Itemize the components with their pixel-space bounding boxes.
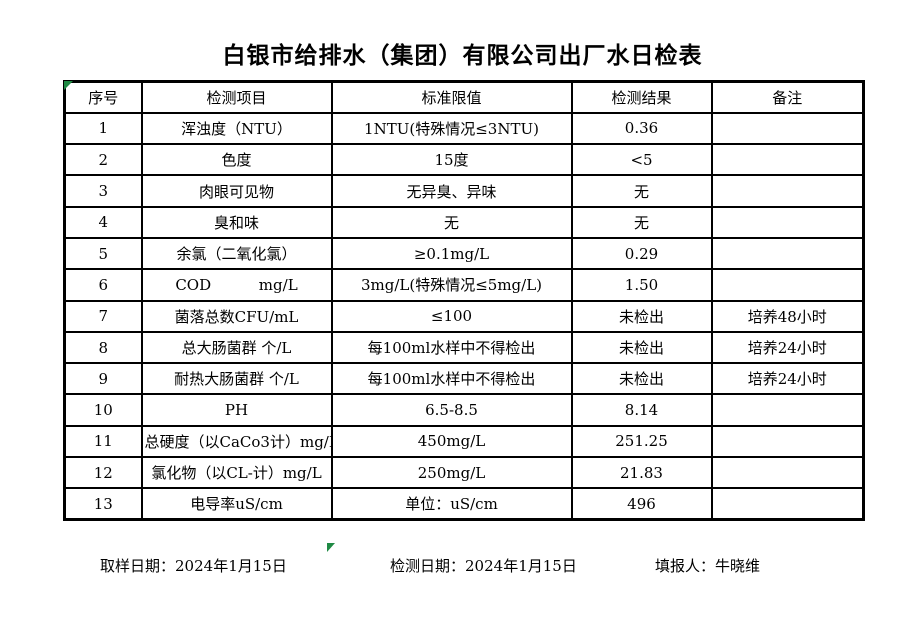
- cell-remarks: [710, 111, 865, 146]
- cell-test-item: 总大肠菌群 个/L: [140, 330, 333, 365]
- cell-test-result: 251.25: [570, 424, 713, 459]
- cell-standard-limit: 1NTU(特殊情况≤3NTU): [330, 111, 573, 146]
- cell-test-result: 0.36: [570, 111, 713, 146]
- footer: 取样日期：2024年1月15日 检测日期：2024年1月15日 填报人：牛晓维: [0, 555, 923, 579]
- cell-test-item: COD mg/L: [140, 268, 333, 302]
- cell-standard-limit: 250mg/L: [330, 456, 573, 490]
- cell-remarks: [710, 174, 865, 208]
- cell-standard-limit: 每100ml水样中不得检出: [330, 362, 573, 396]
- cell-remarks: [710, 143, 865, 177]
- cell-test-item: 浑浊度（NTU）: [140, 111, 333, 146]
- table-row: 1 浑浊度（NTU） 1NTU(特殊情况≤3NTU) 0.36: [63, 111, 865, 146]
- sample-date: 取样日期：2024年1月15日: [100, 555, 287, 576]
- cell-test-item: 臭和味: [140, 205, 333, 239]
- reporter-value: 牛晓维: [715, 557, 761, 575]
- cell-remarks: 培养24小时: [710, 330, 865, 365]
- cell-serial-no: 7: [63, 299, 143, 333]
- cell-remarks: [710, 424, 865, 459]
- cell-test-result: 无: [570, 205, 713, 239]
- table-row: 6 COD mg/L 3mg/L(特殊情况≤5mg/L) 1.50: [63, 268, 865, 302]
- cell-test-result: 未检出: [570, 299, 713, 333]
- test-date-value: 2024年1月15日: [465, 557, 577, 575]
- cell-standard-limit: 15度: [330, 143, 573, 177]
- cell-remarks: [710, 487, 865, 521]
- cell-standard-limit: ≤100: [330, 299, 573, 333]
- cell-test-item: 电导率uS/cm: [140, 487, 333, 521]
- cell-test-result: 8.14: [570, 393, 713, 427]
- cell-serial-no: 3: [63, 174, 143, 208]
- table-row: 2 色度 15度 <5: [63, 143, 865, 177]
- table-row: 13 电导率uS/cm 单位：uS/cm 496: [63, 487, 865, 521]
- cell-test-item: 耐热大肠菌群 个/L: [140, 362, 333, 396]
- cell-serial-no: 12: [63, 456, 143, 490]
- cell-standard-limit: 每100ml水样中不得检出: [330, 330, 573, 365]
- reporter: 填报人：牛晓维: [655, 555, 760, 576]
- cell-test-result: 21.83: [570, 456, 713, 490]
- table-row: 7 菌落总数CFU/mL ≤100 未检出 培养48小时: [63, 299, 865, 333]
- cell-test-item: 余氯（二氧化氯）: [140, 236, 333, 271]
- excel-error-triangle-icon: [64, 81, 73, 90]
- cell-test-result: 0.29: [570, 236, 713, 271]
- cell-serial-no: 6: [63, 268, 143, 302]
- cell-standard-limit: 单位：uS/cm: [330, 487, 573, 521]
- table-row: 11 总硬度（以CaCo3计）mg/L 450mg/L 251.25: [63, 424, 865, 459]
- sample-date-label: 取样日期：: [100, 557, 176, 575]
- test-date: 检测日期：2024年1月15日: [390, 555, 577, 576]
- sample-date-value: 2024年1月15日: [175, 557, 287, 575]
- cell-serial-no: 8: [63, 330, 143, 365]
- table-row: 9 耐热大肠菌群 个/L 每100ml水样中不得检出 未检出 培养24小时: [63, 362, 865, 396]
- cell-serial-no: 5: [63, 236, 143, 271]
- cell-serial-no: 1: [63, 111, 143, 146]
- table-row: 3 肉眼可见物 无异臭、异味 无: [63, 174, 865, 208]
- cell-remarks: [710, 456, 865, 490]
- cell-standard-limit: 450mg/L: [330, 424, 573, 459]
- cell-serial-no: 10: [63, 393, 143, 427]
- cell-test-item: 氯化物（以CL-计）mg/L: [140, 456, 333, 490]
- column-header-test-item: 检测项目: [140, 80, 333, 114]
- cell-standard-limit: 无: [330, 205, 573, 239]
- cell-remarks: [710, 393, 865, 427]
- cell-test-result: <5: [570, 143, 713, 177]
- reporter-label: 填报人：: [655, 557, 716, 575]
- column-header-serial-no: 序号: [63, 80, 143, 114]
- column-header-remarks: 备注: [710, 80, 865, 114]
- cell-remarks: [710, 236, 865, 271]
- cell-serial-no: 4: [63, 205, 143, 239]
- table-row: 12 氯化物（以CL-计）mg/L 250mg/L 21.83: [63, 456, 865, 490]
- test-date-label: 检测日期：: [390, 557, 466, 575]
- cell-remarks: [710, 268, 865, 302]
- table-row: 5 余氯（二氧化氯） ≥0.1mg/L 0.29: [63, 236, 865, 271]
- cell-serial-no: 2: [63, 143, 143, 177]
- cell-remarks: 培养24小时: [710, 362, 865, 396]
- cell-test-result: 1.50: [570, 268, 713, 302]
- cell-test-item: 肉眼可见物: [140, 174, 333, 208]
- cell-test-result: 496: [570, 487, 713, 521]
- cell-test-item: PH: [140, 393, 333, 427]
- cell-serial-no: 11: [63, 424, 143, 459]
- cell-serial-no: 9: [63, 362, 143, 396]
- cell-serial-no: 13: [63, 487, 143, 521]
- cell-standard-limit: 6.5-8.5: [330, 393, 573, 427]
- cell-test-result: 未检出: [570, 330, 713, 365]
- cell-standard-limit: 3mg/L(特殊情况≤5mg/L): [330, 268, 573, 302]
- cell-test-item: 菌落总数CFU/mL: [140, 299, 333, 333]
- column-header-standard-limit: 标准限值: [330, 80, 573, 114]
- table-row: 4 臭和味 无 无: [63, 205, 865, 239]
- cell-remarks: [710, 205, 865, 239]
- page-title: 白银市给排水（集团）有限公司出厂水日检表: [222, 42, 703, 68]
- cell-test-result: 未检出: [570, 362, 713, 396]
- cell-standard-limit: 无异臭、异味: [330, 174, 573, 208]
- table-row: 10 PH 6.5-8.5 8.14: [63, 393, 865, 427]
- inspection-table: 序号 检测项目 标准限值 检测结果 备注 1 浑浊度（NTU） 1NTU(特殊情…: [63, 80, 865, 522]
- table-row: 8 总大肠菌群 个/L 每100ml水样中不得检出 未检出 培养24小时: [63, 330, 865, 365]
- cell-test-result: 无: [570, 174, 713, 208]
- cell-standard-limit: ≥0.1mg/L: [330, 236, 573, 271]
- column-header-test-result: 检测结果: [570, 80, 713, 114]
- cell-test-item: 色度: [140, 143, 333, 177]
- header-row: 序号 检测项目 标准限值 检测结果 备注: [63, 80, 865, 114]
- cell-test-item: 总硬度（以CaCo3计）mg/L: [140, 424, 333, 459]
- green-arrow-marker-icon: [327, 543, 335, 552]
- cell-remarks: 培养48小时: [710, 299, 865, 333]
